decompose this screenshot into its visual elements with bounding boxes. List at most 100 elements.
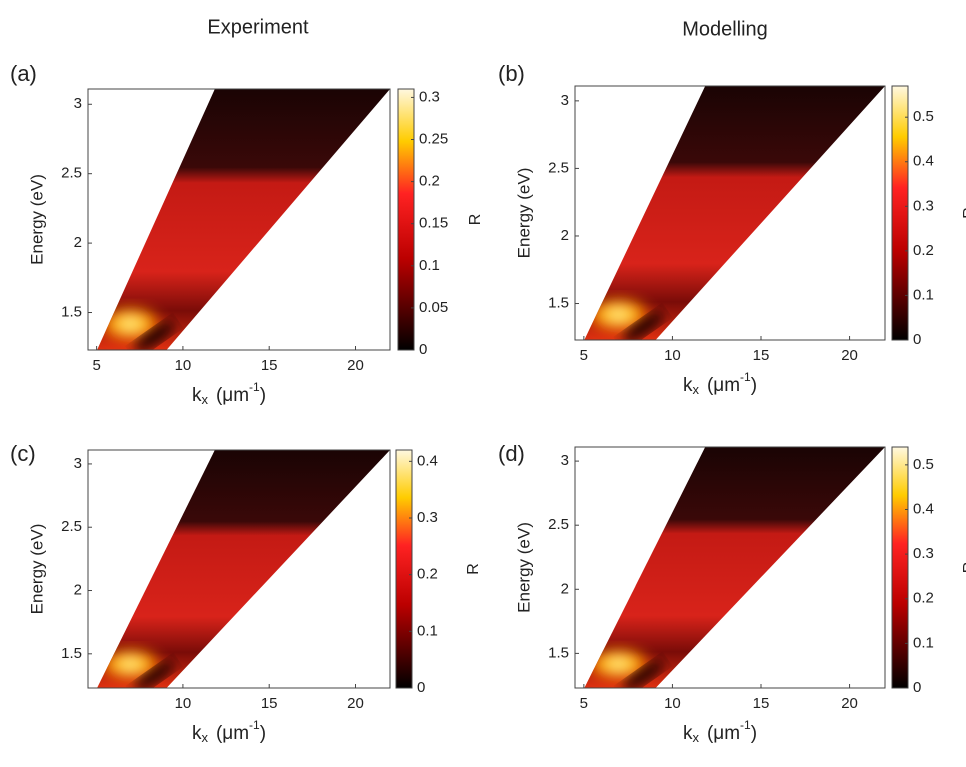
axes-box [87, 88, 391, 351]
panel-label: (b) [498, 61, 525, 86]
colorbar-tick-label: 0.05 [419, 299, 448, 316]
x-axis-label: kx (μm-1) [683, 718, 757, 745]
x-tick-label: 20 [347, 357, 364, 374]
x-tick-label: 20 [841, 347, 858, 364]
heatmap-image [584, 447, 885, 688]
colorbar-label: R [467, 214, 484, 226]
colorbar-tick-label: 0.2 [417, 566, 438, 583]
y-tick-label: 2.5 [61, 165, 82, 182]
colorbar-tick-label: 0.15 [419, 215, 448, 232]
x-axis-label-part: ) [260, 385, 266, 406]
heatmap-image [97, 89, 390, 350]
x-axis-label: kx (μm-1) [192, 380, 266, 407]
colorbar-tick-label: 0 [419, 341, 427, 358]
y-tick-label: 2 [74, 234, 82, 251]
column-title: Modelling [682, 18, 768, 40]
heatmap-dark [134, 661, 175, 688]
colorbar-tick-label: 0.1 [913, 634, 934, 651]
y-tick-label: 1.5 [61, 303, 82, 320]
colorbar [395, 449, 413, 689]
x-axis-label-part: ) [751, 375, 757, 396]
y-axis-label: Energy (eV) [27, 174, 46, 265]
panel-label: (c) [10, 441, 36, 466]
x-axis-label-part: -1 [249, 380, 260, 394]
x-axis-label-part: -1 [249, 718, 260, 732]
x-axis-label: kx (μm-1) [683, 370, 757, 397]
x-axis-label-part: (μm [216, 723, 249, 744]
y-axis-label: Energy (eV) [514, 168, 533, 259]
heatmap-dark [134, 321, 175, 350]
x-axis-label-part: x [201, 392, 208, 407]
y-tick-label: 2.5 [548, 159, 569, 176]
x-axis-label-part: x [692, 382, 699, 397]
y-tick-label: 3 [74, 455, 82, 472]
colorbar-tick-label: 0.25 [419, 130, 448, 147]
x-tick-label: 20 [841, 695, 858, 712]
colorbar-tick-label: 0.4 [417, 452, 438, 469]
colorbar-tick-label: 0.5 [913, 108, 934, 125]
x-tick-label: 10 [175, 695, 192, 712]
axes-box [87, 449, 391, 689]
y-tick-label: 2.5 [61, 518, 82, 535]
y-tick-label: 3 [561, 452, 569, 469]
colorbar [397, 88, 415, 351]
colorbar-tick-label: 0.3 [913, 545, 934, 562]
heatmap-image [584, 86, 885, 340]
colorbar-tick-label: 0.1 [419, 257, 440, 274]
heatmap-image [97, 450, 390, 688]
y-tick-label: 1.5 [548, 294, 569, 311]
colorbar-tick-label: 0.3 [913, 197, 934, 214]
colorbar-tick-label: 0.1 [913, 286, 934, 303]
colorbar-tick-label: 0.1 [417, 622, 438, 639]
x-tick-label: 10 [664, 347, 681, 364]
y-axis-label: Energy (eV) [27, 524, 46, 615]
colorbar-label: R [961, 207, 966, 219]
colorbar-tick-label: 0.4 [913, 153, 934, 170]
x-axis-label: kx (μm-1) [192, 718, 266, 745]
x-axis-label-part: (μm [216, 385, 249, 406]
y-tick-label: 3 [561, 92, 569, 109]
axes-box [574, 446, 886, 689]
colorbar-tick-label: 0.3 [419, 88, 440, 105]
x-tick-label: 5 [580, 347, 588, 364]
y-tick-label: 2.5 [548, 516, 569, 533]
axes-box [574, 85, 886, 341]
heatmap-dark [622, 311, 664, 340]
x-tick-label: 5 [580, 695, 588, 712]
x-tick-label: 15 [261, 357, 278, 374]
colorbar-tick-label: 0.4 [913, 500, 934, 517]
y-tick-label: 2 [74, 581, 82, 598]
x-axis-label-part: ) [260, 723, 266, 744]
colorbar-tick-label: 0.2 [419, 173, 440, 190]
x-axis-label-part: k [192, 385, 202, 406]
x-axis-label-part: -1 [740, 718, 751, 732]
x-tick-label: 15 [753, 695, 770, 712]
x-axis-label-part: ) [751, 723, 757, 744]
y-tick-label: 1.5 [61, 645, 82, 662]
x-axis-label-part: (μm [707, 723, 740, 744]
x-tick-label: 15 [261, 695, 278, 712]
y-tick-label: 2 [561, 580, 569, 597]
x-tick-label: 15 [753, 347, 770, 364]
heatmap-dark [622, 660, 664, 688]
colorbar-tick-label: 0.3 [417, 509, 438, 526]
colorbar-tick-label: 0 [913, 679, 921, 696]
colorbar-tick-label: 0.2 [913, 590, 934, 607]
colorbar-tick-label: 0.5 [913, 456, 934, 473]
x-axis-label-part: -1 [740, 370, 751, 384]
colorbar-tick-label: 0.2 [913, 242, 934, 259]
x-tick-label: 10 [664, 695, 681, 712]
y-axis-label: Energy (eV) [514, 522, 533, 613]
column-title: Experiment [207, 16, 309, 38]
y-tick-label: 3 [74, 95, 82, 112]
colorbar [891, 85, 909, 341]
x-tick-label: 20 [347, 695, 364, 712]
colorbar-tick-label: 0 [417, 679, 425, 696]
colorbar-label: R [465, 563, 482, 575]
colorbar [891, 446, 909, 689]
y-tick-label: 2 [561, 227, 569, 244]
colorbar-tick-label: 0 [913, 331, 921, 348]
panel-label: (a) [10, 61, 37, 86]
y-tick-label: 1.5 [548, 644, 569, 661]
